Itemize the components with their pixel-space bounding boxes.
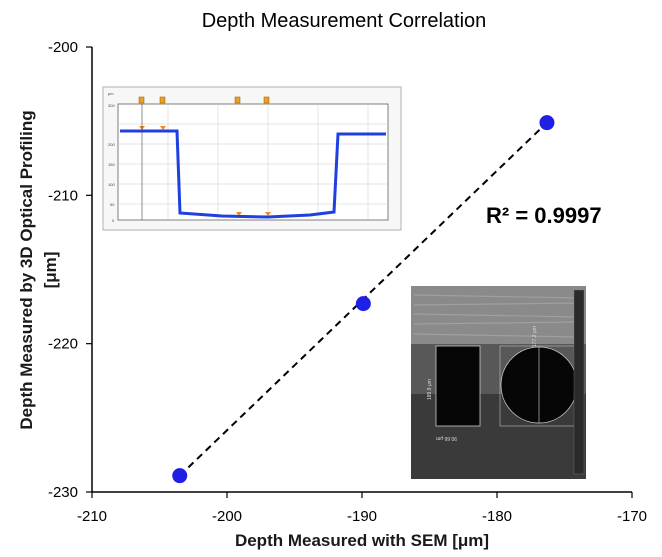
profile-tick-top: 300	[108, 103, 115, 108]
profile-inset: μm 300 200 150 100 50 0	[102, 86, 402, 231]
x-tick-label: -180	[482, 508, 512, 525]
sem-trench-left	[435, 345, 481, 427]
y-tick-label: -200	[48, 39, 78, 56]
sem-label-width: 90.66 μm	[436, 435, 457, 441]
y-axis-label-line1: Depth Measured by 3D Optical Profiling	[17, 110, 36, 429]
profile-plot-area	[117, 103, 389, 221]
sem-label-vertical: 189.9 μm	[427, 379, 433, 400]
r-squared-annotation: R² = 0.9997	[486, 203, 602, 228]
x-tick-label: -170	[617, 508, 647, 525]
x-tick-label: -210	[77, 508, 107, 525]
x-tick-label: -200	[212, 508, 242, 525]
data-points	[172, 115, 555, 484]
data-point	[355, 296, 371, 312]
profile-tick-0: 0	[112, 218, 115, 223]
profile-tick-200: 200	[108, 142, 115, 147]
y-tick-label: -220	[48, 336, 78, 353]
sem-info-bar	[573, 289, 585, 475]
sem-label-diag: 177.2 μm	[532, 326, 538, 347]
y-tick-label: -230	[48, 484, 78, 501]
data-point	[172, 468, 188, 484]
x-tick-label: -190	[347, 508, 377, 525]
y-axis-label-line2: [μm]	[41, 252, 60, 289]
profile-tick-100: 100	[108, 182, 115, 187]
y-axis-label: Depth Measured by 3D Optical Profiling […	[17, 110, 60, 429]
axis-ticks: -210 -200 -190 -180 -170 -200 -210 -220 -230	[48, 39, 647, 525]
data-point	[539, 115, 555, 131]
profile-tick-150: 150	[108, 162, 115, 167]
profile-tick-50: 50	[110, 202, 115, 207]
chart-title: Depth Measurement Correlation	[202, 10, 487, 32]
profile-unit: μm	[108, 91, 114, 96]
sem-texture	[413, 294, 581, 338]
profile-gridlines	[118, 104, 388, 220]
y-tick-label: -210	[48, 187, 78, 204]
profile-markers	[138, 96, 271, 220]
profile-line	[120, 129, 386, 219]
x-axis-label: Depth Measured with SEM [μm]	[235, 531, 489, 550]
sem-inset: 189.9 μm 90.66 μm 177.2 μm	[411, 286, 586, 479]
